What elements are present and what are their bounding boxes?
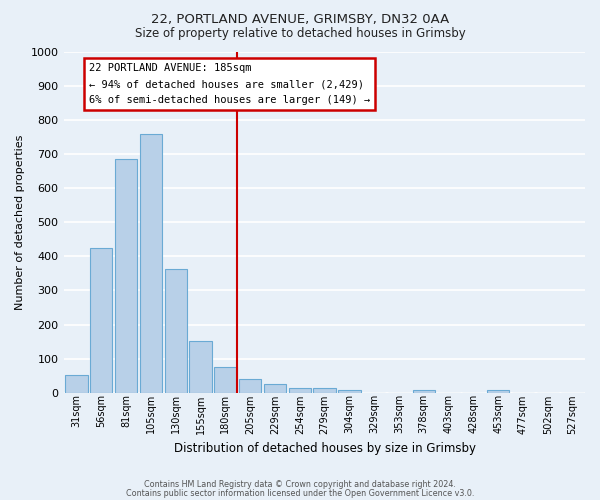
Bar <box>239 379 262 393</box>
Text: Size of property relative to detached houses in Grimsby: Size of property relative to detached ho… <box>134 28 466 40</box>
Bar <box>264 384 286 393</box>
Bar <box>289 388 311 393</box>
Bar <box>115 159 137 393</box>
Text: 22, PORTLAND AVENUE, GRIMSBY, DN32 0AA: 22, PORTLAND AVENUE, GRIMSBY, DN32 0AA <box>151 12 449 26</box>
Bar <box>164 269 187 393</box>
Bar <box>214 367 236 393</box>
Text: Contains public sector information licensed under the Open Government Licence v3: Contains public sector information licen… <box>126 490 474 498</box>
Bar <box>338 390 361 393</box>
Bar <box>140 134 162 393</box>
Text: Contains HM Land Registry data © Crown copyright and database right 2024.: Contains HM Land Registry data © Crown c… <box>144 480 456 489</box>
Bar <box>413 390 435 393</box>
Bar <box>65 375 88 393</box>
Bar <box>313 388 336 393</box>
Bar <box>487 390 509 393</box>
Text: 22 PORTLAND AVENUE: 185sqm
← 94% of detached houses are smaller (2,429)
6% of se: 22 PORTLAND AVENUE: 185sqm ← 94% of deta… <box>89 64 370 104</box>
Bar <box>90 248 112 393</box>
Bar <box>190 341 212 393</box>
X-axis label: Distribution of detached houses by size in Grimsby: Distribution of detached houses by size … <box>173 442 476 455</box>
Y-axis label: Number of detached properties: Number of detached properties <box>15 134 25 310</box>
